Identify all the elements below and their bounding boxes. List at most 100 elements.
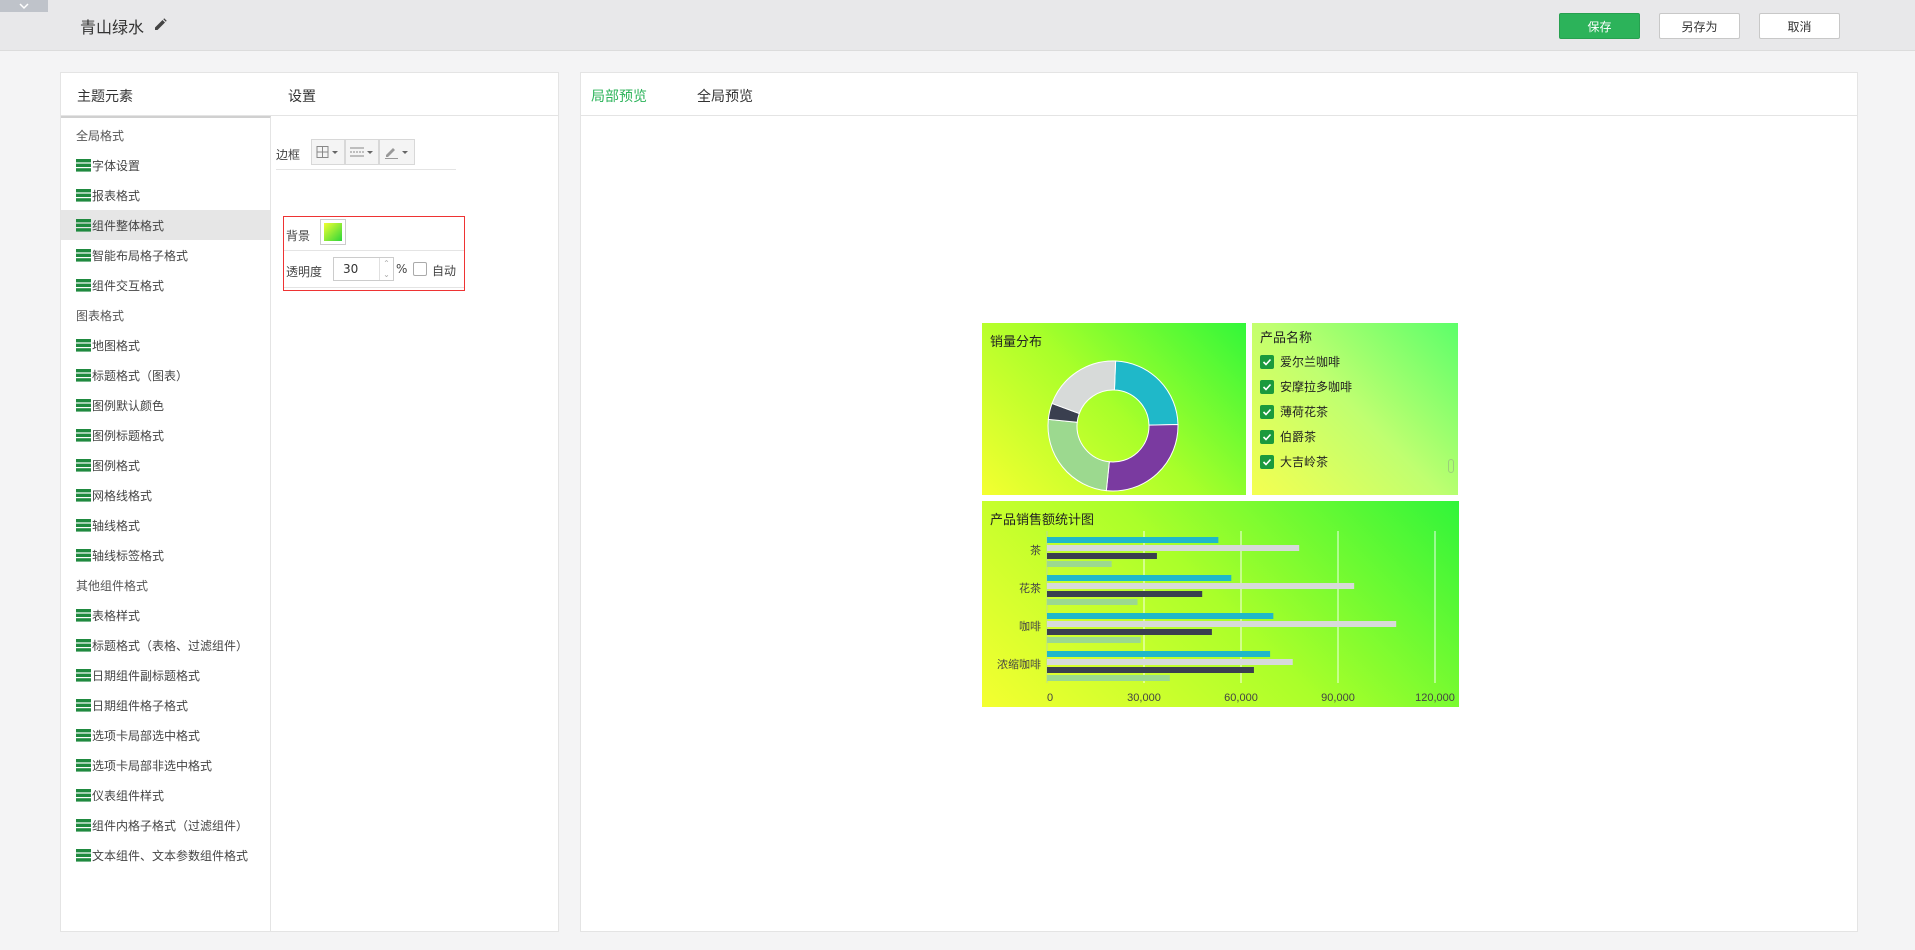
bar[interactable] (1047, 537, 1219, 543)
bar[interactable] (1047, 675, 1170, 681)
tree-item-label: 选项卡局部选中格式 (92, 728, 201, 743)
tab-local-preview[interactable]: 局部预览 (591, 89, 647, 105)
tree-item[interactable]: 标题格式（图表） (61, 360, 270, 390)
filter-option-label: 大吉岭茶 (1280, 455, 1329, 469)
edit-icon[interactable] (152, 17, 168, 33)
filter-option-label: 爱尔兰咖啡 (1280, 355, 1341, 369)
tree-item-label: 地图格式 (92, 338, 141, 353)
tree-item-label: 标题格式（表格、过滤组件） (92, 638, 249, 653)
filter-option[interactable]: 薄荷花茶 (1260, 403, 1328, 420)
border-style-dropdown[interactable] (345, 139, 379, 165)
auto-checkbox[interactable] (413, 262, 427, 276)
bar[interactable] (1047, 545, 1300, 551)
bar[interactable] (1047, 599, 1138, 605)
stepper-down-icon[interactable]: ⌄ (383, 270, 390, 279)
list-icon (76, 368, 91, 382)
line-style-icon (350, 147, 373, 157)
checked-checkbox-icon[interactable] (1260, 404, 1274, 419)
theme-settings-panel: 主题元素 设置 全局格式 字体设置 报表格式 组件整体格式 智能布局格子格式 组件交互格式… (60, 72, 559, 932)
border-color-dropdown[interactable] (379, 139, 415, 165)
stepper-up-icon[interactable]: ⌃ (383, 259, 390, 268)
bar[interactable] (1047, 637, 1141, 643)
tree-item[interactable]: 组件整体格式 (61, 210, 270, 240)
filter-option[interactable]: 伯爵茶 (1260, 428, 1316, 445)
checked-checkbox-icon[interactable] (1260, 354, 1274, 369)
bar[interactable] (1047, 583, 1355, 589)
scrollbar[interactable] (1448, 459, 1454, 473)
save-button[interactable]: 保存 (1559, 13, 1640, 39)
tree-item[interactable]: 日期组件格子格式 (61, 690, 270, 720)
bar[interactable] (1047, 651, 1271, 657)
pen-icon (385, 148, 408, 159)
tree-item[interactable]: 轴线标签格式 (61, 540, 270, 570)
theme-elements-header: 主题元素 (77, 89, 133, 105)
tree-item[interactable]: 表格样式 (61, 600, 270, 630)
tree-item[interactable]: 选项卡局部非选中格式 (61, 750, 270, 780)
border-position-dropdown[interactable] (311, 139, 345, 165)
bar[interactable] (1047, 621, 1397, 627)
filter-option[interactable]: 大吉岭茶 (1260, 453, 1328, 470)
tree-item-label: 图例默认颜色 (92, 398, 165, 413)
tree-item[interactable]: 轴线格式 (61, 510, 270, 540)
bar[interactable] (1047, 575, 1232, 581)
tree-item[interactable]: 图例格式 (61, 450, 270, 480)
top-bar: 青山绿水 保存 另存为 取消 (0, 0, 1915, 51)
donut-slice[interactable] (1047, 418, 1110, 492)
background-label: 背景 (286, 229, 311, 243)
donut-slice[interactable] (1051, 360, 1117, 415)
tree-item[interactable]: 日期组件副标题格式 (61, 660, 270, 690)
save-as-button[interactable]: 另存为 (1659, 13, 1740, 39)
x-tick-label: 0 (1047, 692, 1053, 704)
list-icon (76, 668, 91, 682)
tree-item[interactable]: 地图格式 (61, 330, 270, 360)
tree-item-label: 表格样式 (92, 608, 141, 623)
donut-slice[interactable] (1113, 360, 1179, 426)
cancel-button[interactable]: 取消 (1759, 13, 1840, 39)
x-tick-label: 30,000 (1127, 692, 1161, 704)
tree-group[interactable]: 图表格式 (61, 300, 270, 330)
list-icon (76, 248, 91, 262)
chevron-down-icon (19, 3, 29, 10)
sales-distribution-card: 销量分布 (982, 323, 1246, 495)
checked-checkbox-icon[interactable] (1260, 429, 1274, 444)
tree-item[interactable]: 选项卡局部选中格式 (61, 720, 270, 750)
opacity-stepper[interactable]: ⌃ ⌄ (379, 258, 393, 280)
collapse-toggle[interactable] (0, 0, 48, 12)
tree-item[interactable]: 组件交互格式 (61, 270, 270, 300)
filter-option[interactable]: 安摩拉多咖啡 (1260, 378, 1352, 395)
tree-item-label: 图表格式 (76, 308, 125, 323)
bar[interactable] (1047, 659, 1293, 665)
opacity-input[interactable]: 30 ⌃ ⌄ (333, 257, 394, 281)
tree-item[interactable]: 图例默认颜色 (61, 390, 270, 420)
bar[interactable] (1047, 667, 1254, 673)
tree-item[interactable]: 标题格式（表格、过滤组件） (61, 630, 270, 660)
filter-option[interactable]: 爱尔兰咖啡 (1260, 353, 1340, 370)
border-label: 边框 (276, 148, 301, 162)
donut-slice[interactable] (1105, 424, 1179, 492)
tab-global-preview[interactable]: 全局预览 (697, 89, 753, 105)
bar[interactable] (1047, 553, 1157, 559)
tree-item-label: 图例格式 (92, 458, 141, 473)
settings-header: 设置 (288, 89, 316, 105)
tree-item[interactable]: 字体设置 (61, 150, 270, 180)
checked-checkbox-icon[interactable] (1260, 454, 1274, 469)
tree-group[interactable]: 全局格式 (61, 120, 270, 150)
tree-item[interactable]: 仪表组件样式 (61, 780, 270, 810)
tree-item[interactable]: 图例标题格式 (61, 420, 270, 450)
background-color-picker[interactable] (320, 219, 346, 245)
tree-item[interactable]: 报表格式 (61, 180, 270, 210)
tree-item[interactable]: 网格线格式 (61, 480, 270, 510)
tree-group[interactable]: 其他组件格式 (61, 570, 270, 600)
opacity-value: 30 (343, 262, 359, 276)
bar[interactable] (1047, 591, 1203, 597)
bar[interactable] (1047, 613, 1274, 619)
checked-checkbox-icon[interactable] (1260, 379, 1274, 394)
list-icon (76, 638, 91, 652)
border-row: 边框 (276, 136, 456, 170)
tree-item[interactable]: 智能布局格子格式 (61, 240, 270, 270)
tree-item[interactable]: 组件内格子格式（过滤组件） (61, 810, 270, 840)
bar[interactable] (1047, 629, 1212, 635)
bar[interactable] (1047, 561, 1112, 567)
preview-panel: 局部预览 全局预览 销量分布 产品名称 爱尔兰咖啡 安摩拉多咖啡 薄荷花茶 伯爵茶 大吉… (580, 72, 1858, 932)
tree-item[interactable]: 文本组件、文本参数组件格式 (61, 840, 270, 870)
